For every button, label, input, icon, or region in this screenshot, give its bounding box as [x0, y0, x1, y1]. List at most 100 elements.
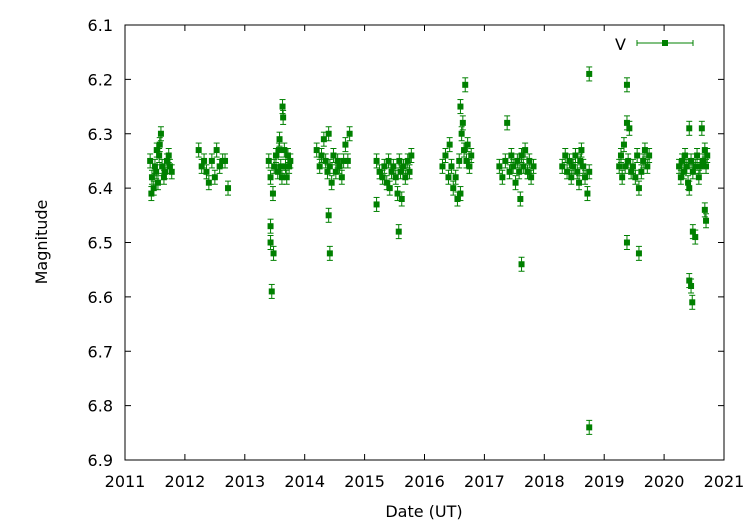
point-marker: [518, 261, 525, 268]
point-marker: [635, 185, 642, 192]
point-marker: [697, 163, 704, 170]
point-marker: [322, 157, 329, 164]
data-point: [518, 256, 525, 272]
point-marker: [623, 119, 630, 126]
point-marker: [517, 196, 524, 202]
data-point: [205, 175, 212, 191]
point-marker: [689, 168, 696, 175]
data-point: [439, 158, 446, 174]
point-marker: [316, 163, 323, 170]
data-point: [320, 131, 327, 147]
point-marker: [564, 168, 571, 175]
data-point: [502, 153, 509, 169]
point-marker: [462, 81, 469, 88]
point-marker: [568, 174, 575, 181]
data-point: [623, 235, 630, 250]
point-marker: [213, 147, 220, 154]
point-marker: [680, 168, 687, 175]
data-point: [634, 148, 641, 163]
point-marker: [332, 168, 339, 175]
data-point: [632, 169, 639, 185]
data-point: [635, 180, 642, 196]
point-marker: [150, 185, 157, 192]
point-marker: [629, 163, 636, 170]
data-point: [620, 137, 627, 153]
data-point: [408, 148, 415, 163]
point-marker: [701, 206, 708, 213]
data-point: [342, 137, 349, 153]
data-point: [582, 169, 589, 185]
point-marker: [268, 288, 275, 295]
point-marker: [162, 168, 169, 175]
data-point: [326, 158, 333, 174]
x-axis-label: Date (UT): [385, 502, 462, 521]
data-points: [147, 66, 711, 435]
point-marker: [400, 163, 407, 170]
point-marker: [338, 174, 345, 181]
point-marker: [165, 152, 172, 159]
point-marker: [514, 157, 521, 164]
data-point: [452, 169, 459, 185]
point-marker: [622, 163, 629, 170]
point-marker: [692, 163, 699, 170]
data-point: [586, 419, 593, 435]
point-marker: [582, 174, 589, 181]
point-marker: [336, 163, 343, 170]
point-marker: [195, 147, 202, 154]
point-marker: [703, 217, 710, 224]
point-marker: [148, 190, 155, 197]
point-marker: [644, 163, 651, 170]
point-marker: [628, 168, 635, 175]
data-point: [325, 126, 332, 142]
data-point: [695, 169, 702, 185]
point-marker: [619, 174, 626, 181]
point-marker: [269, 190, 276, 197]
point-marker: [326, 163, 333, 170]
point-marker: [499, 174, 506, 181]
point-marker: [325, 130, 332, 137]
data-point: [457, 99, 464, 115]
data-point: [586, 66, 593, 82]
point-marker: [277, 163, 284, 170]
legend-label: V: [615, 35, 626, 54]
point-marker: [686, 125, 693, 132]
point-marker: [457, 103, 464, 110]
point-marker: [580, 163, 587, 170]
data-point: [457, 186, 464, 202]
point-marker: [267, 174, 274, 181]
point-marker: [342, 141, 349, 148]
point-marker: [376, 168, 383, 175]
point-marker: [641, 147, 648, 154]
data-point: [344, 153, 351, 169]
data-point: [326, 245, 333, 261]
point-marker: [703, 163, 710, 170]
data-point: [703, 213, 710, 229]
point-marker: [274, 168, 281, 175]
point-marker: [446, 141, 453, 148]
point-marker: [640, 157, 647, 164]
point-marker: [700, 157, 707, 164]
point-marker: [638, 168, 645, 175]
point-marker: [402, 174, 409, 181]
point-marker: [692, 234, 699, 241]
x-tick-label: 2011: [105, 472, 146, 491]
point-marker: [163, 157, 170, 164]
point-marker: [704, 152, 711, 159]
point-marker: [508, 152, 515, 159]
data-point: [267, 169, 274, 185]
point-marker: [286, 163, 293, 170]
data-point: [222, 153, 229, 169]
point-marker: [272, 152, 279, 159]
y-tick-label: 6.8: [88, 397, 113, 416]
y-tick-label: 6.9: [88, 451, 113, 470]
data-point: [279, 99, 286, 115]
point-marker: [448, 163, 455, 170]
data-point: [225, 180, 232, 196]
point-marker: [623, 81, 630, 88]
y-tick-label: 6.5: [88, 234, 113, 253]
point-marker: [562, 152, 569, 159]
data-point: [458, 126, 465, 142]
point-marker: [586, 70, 593, 77]
point-marker: [153, 147, 160, 154]
